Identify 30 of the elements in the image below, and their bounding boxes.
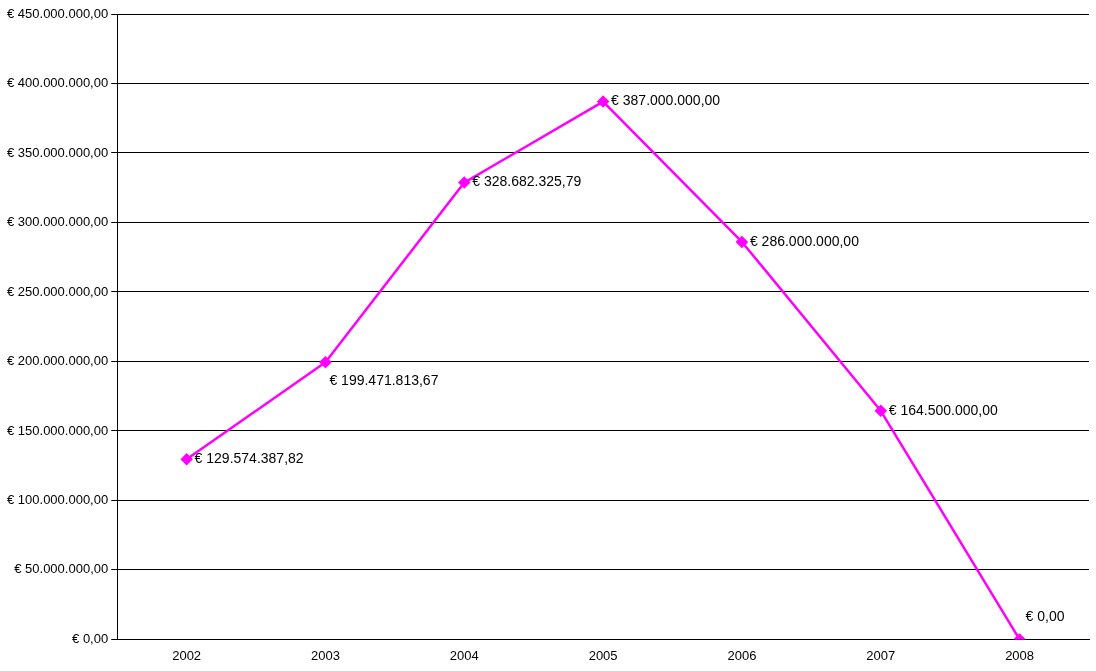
y-tick-label: € 400.000.000,00 [6, 75, 109, 91]
data-label: € 164.500.000,00 [888, 401, 998, 418]
point [875, 405, 887, 417]
x-tick-label: 2006 [727, 647, 757, 663]
y-tick-label: € 350.000.000,00 [6, 144, 109, 160]
x-tick-label: 2007 [866, 647, 896, 663]
point [458, 176, 471, 189]
y-tick-label: € 100.000.000,00 [6, 492, 109, 507]
data-label: € 387.000.000,00 [611, 92, 721, 109]
x-tick-label: 2004 [449, 647, 479, 663]
point [736, 236, 748, 248]
data-label: € 286.000.000,00 [749, 232, 860, 249]
y-tick-label: € 150.000.000,00 [6, 422, 109, 438]
x-tick-label: 2002 [172, 647, 202, 663]
data-label: € 0,00 [1025, 608, 1065, 625]
x-tick-label: 2003 [310, 647, 340, 663]
data-label: € 129.574.387,82 [194, 450, 304, 467]
point [319, 356, 332, 368]
x-tick-label: 2005 [588, 647, 618, 663]
point [597, 95, 609, 108]
y-tick-label: € 0,00 [72, 630, 109, 646]
y-tick-label: € 250.000.000,00 [6, 283, 109, 299]
data-label: € 199.471.813,67 [329, 372, 439, 389]
x-tick-label: 2008 [1005, 647, 1035, 663]
point [180, 453, 193, 466]
y-tick-label: € 450.000.000,00 [6, 5, 109, 21]
y-tick-label: € 300.000.000,00 [6, 214, 109, 230]
y-tick-label: € 200.000.000,00 [6, 353, 109, 369]
data-label: € 328.682.325,79 [472, 173, 582, 190]
y-tick-label: € 50.000.000,00 [14, 561, 109, 577]
